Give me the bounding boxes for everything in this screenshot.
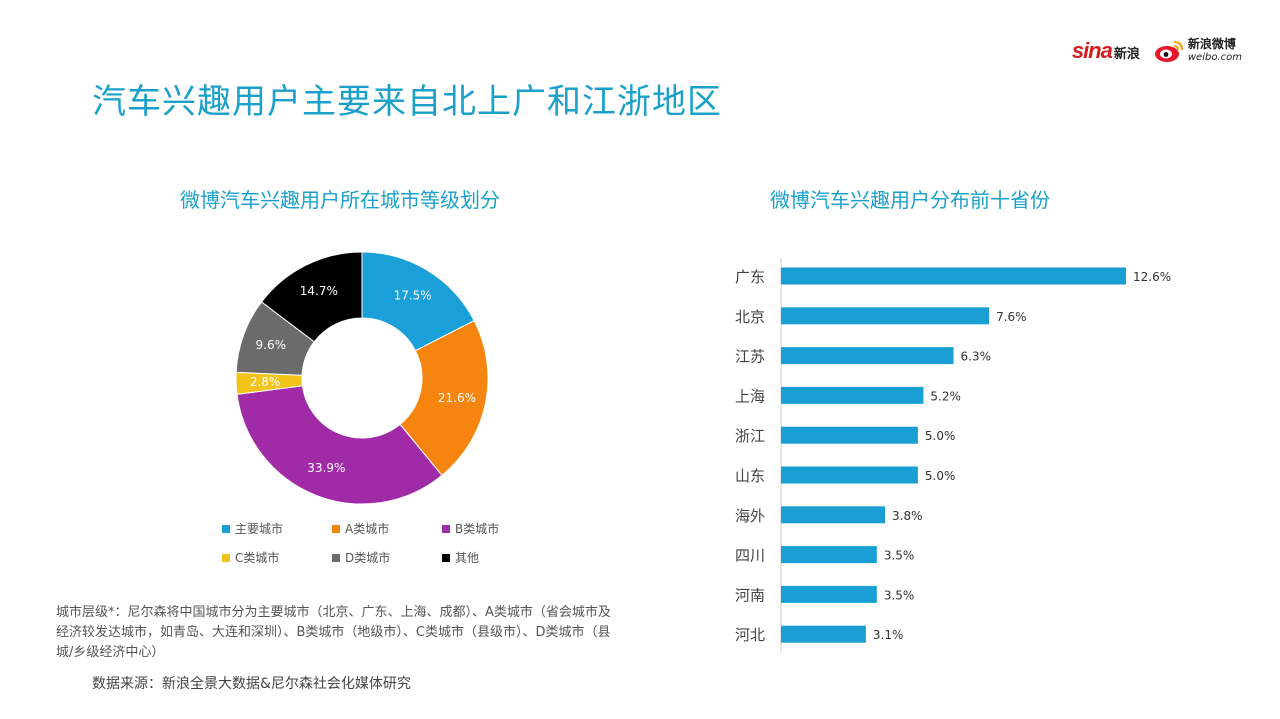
legend-swatch (332, 524, 340, 533)
bar-value-label: 5.2% (930, 389, 961, 403)
legend-label: 其他 (455, 551, 480, 565)
legend-swatch (222, 553, 230, 562)
weibo-url-text: weibo.com (1187, 52, 1242, 63)
bar (781, 466, 918, 484)
donut-chart-title: 微博汽车兴趣用户所在城市等级划分 (180, 188, 500, 212)
bar (781, 585, 877, 603)
legend-label: A类城市 (345, 522, 390, 536)
sina-wordmark: sina (1071, 38, 1113, 63)
bar-value-label: 3.8% (892, 509, 923, 523)
bar-category-label: 海外 (735, 507, 765, 525)
donut-slice-label: 2.8% (250, 375, 281, 389)
donut-legend: 主要城市 A类城市 B类城市 C类城市 D类城市 其他 (222, 520, 552, 566)
sina-logo: sina 新浪 (1072, 38, 1140, 64)
bar-value-label: 7.6% (996, 310, 1027, 324)
bar-value-label: 5.0% (925, 429, 956, 443)
bar-category-label: 广东 (735, 268, 765, 286)
weibo-logo: 新浪微博 weibo.com (1154, 38, 1242, 64)
legend-item: D类城市 (332, 549, 442, 566)
bar-category-label: 江苏 (735, 348, 765, 366)
donut-slice-label: 17.5% (394, 288, 432, 302)
legend-item: B类城市 (442, 520, 552, 537)
bar (781, 506, 886, 524)
donut-slice (236, 385, 443, 505)
donut-slice (399, 320, 489, 477)
bar-value-label: 12.6% (1133, 270, 1171, 284)
bar-value-label: 3.1% (873, 628, 904, 642)
legend-swatch (332, 553, 340, 562)
legend-label: 主要城市 (235, 522, 284, 536)
donut-slice (260, 251, 363, 343)
donut-slice-label: 9.6% (256, 338, 287, 352)
page-title: 汽车兴趣用户主要来自北上广和江浙地区 (92, 82, 722, 122)
bar (781, 347, 954, 365)
legend-item: 主要城市 (222, 520, 332, 537)
legend-swatch (442, 524, 450, 533)
bar-category-label: 上海 (735, 387, 765, 405)
legend-swatch (222, 524, 230, 533)
legend-swatch (442, 553, 450, 562)
donut-slice-label: 21.6% (438, 391, 476, 405)
bar-value-label: 5.0% (925, 469, 956, 483)
bar-category-label: 山东 (735, 467, 765, 485)
bar-category-label: 四川 (735, 547, 765, 565)
sina-cn-text: 新浪 (1113, 47, 1140, 62)
legend-label: B类城市 (455, 522, 500, 536)
logos: sina 新浪 新浪微博 weibo.com (1072, 38, 1242, 64)
donut-slice-label: 14.7% (300, 284, 338, 298)
bar-category-label: 北京 (735, 308, 765, 326)
weibo-eye-icon (1154, 40, 1183, 62)
bar (781, 386, 924, 404)
weibo-cn-text: 新浪微博 (1187, 37, 1236, 51)
bar-value-label: 6.3% (961, 350, 992, 364)
bar-value-label: 3.5% (884, 588, 915, 602)
bar (781, 546, 877, 564)
legend-item: 其他 (442, 549, 552, 566)
bar (781, 267, 1126, 285)
bar-chart-title: 微博汽车兴趣用户分布前十省份 (770, 188, 1050, 212)
bar-value-label: 3.5% (884, 549, 915, 563)
bar-category-label: 浙江 (735, 427, 765, 445)
bar (781, 426, 918, 444)
source-note: 数据来源：新浪全景大数据&尼尔森社会化媒体研究 (92, 676, 411, 692)
bar (781, 307, 990, 325)
footnote: 城市层级*：尼尔森将中国城市分为主要城市（北京、广东、上海、成都）、A类城市（省… (56, 605, 611, 660)
legend-label: D类城市 (345, 551, 391, 565)
bar-category-label: 河南 (735, 586, 765, 604)
bar (781, 625, 866, 643)
legend-item: A类城市 (332, 520, 442, 537)
donut-slice-label: 33.9% (307, 461, 345, 475)
bar-category-label: 河北 (735, 626, 765, 644)
legend-label: C类城市 (235, 551, 280, 565)
legend-item: C类城市 (222, 549, 332, 566)
